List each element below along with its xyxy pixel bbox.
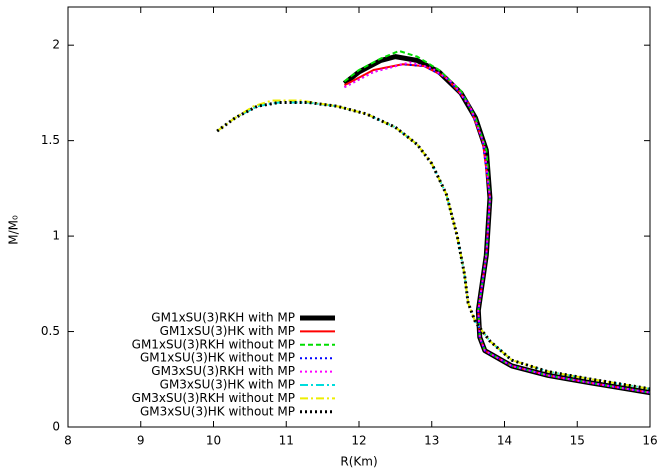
legend-label: GM3xSU(3)RKH with MP bbox=[151, 364, 295, 378]
legend-label: GM1xSU(3)RKH without MP bbox=[132, 337, 295, 351]
series-line bbox=[343, 49, 651, 394]
series-line bbox=[342, 54, 651, 396]
legend-label: GM1xSU(3)HK with MP bbox=[160, 324, 295, 338]
x-tick-label: 11 bbox=[279, 434, 294, 448]
y-tick-label: 0.5 bbox=[41, 324, 60, 338]
x-axis-label: R(Km) bbox=[340, 455, 377, 469]
y-tick-label: 1.5 bbox=[41, 133, 60, 147]
legend-label: GM1xSU(3)RKH with MP bbox=[151, 311, 295, 325]
x-tick-label: 14 bbox=[497, 434, 512, 448]
y-axis-label: M/M₀ bbox=[7, 215, 21, 245]
legend-label: GM3xSU(3)RKH without MP bbox=[132, 391, 295, 405]
y-tick-label: 2 bbox=[52, 38, 60, 52]
y-tick-label: 0 bbox=[52, 420, 60, 434]
series-line bbox=[216, 99, 651, 390]
x-tick-label: 13 bbox=[424, 434, 439, 448]
x-tick-label: 16 bbox=[642, 434, 657, 448]
x-tick-label: 9 bbox=[137, 434, 145, 448]
x-tick-label: 12 bbox=[351, 434, 366, 448]
y-tick-label: 1 bbox=[52, 229, 60, 243]
x-tick-label: 8 bbox=[64, 434, 72, 448]
legend-label: GM3xSU(3)HK without MP bbox=[140, 404, 295, 418]
series-line bbox=[343, 63, 651, 394]
legend-label: GM1xSU(3)HK without MP bbox=[140, 351, 295, 365]
x-tick-label: 10 bbox=[206, 434, 221, 448]
series-line bbox=[216, 100, 651, 391]
x-tick-label: 15 bbox=[570, 434, 585, 448]
series-line bbox=[343, 61, 651, 394]
series-line bbox=[343, 63, 651, 394]
legend-label: GM3xSU(3)HK with MP bbox=[160, 378, 295, 392]
